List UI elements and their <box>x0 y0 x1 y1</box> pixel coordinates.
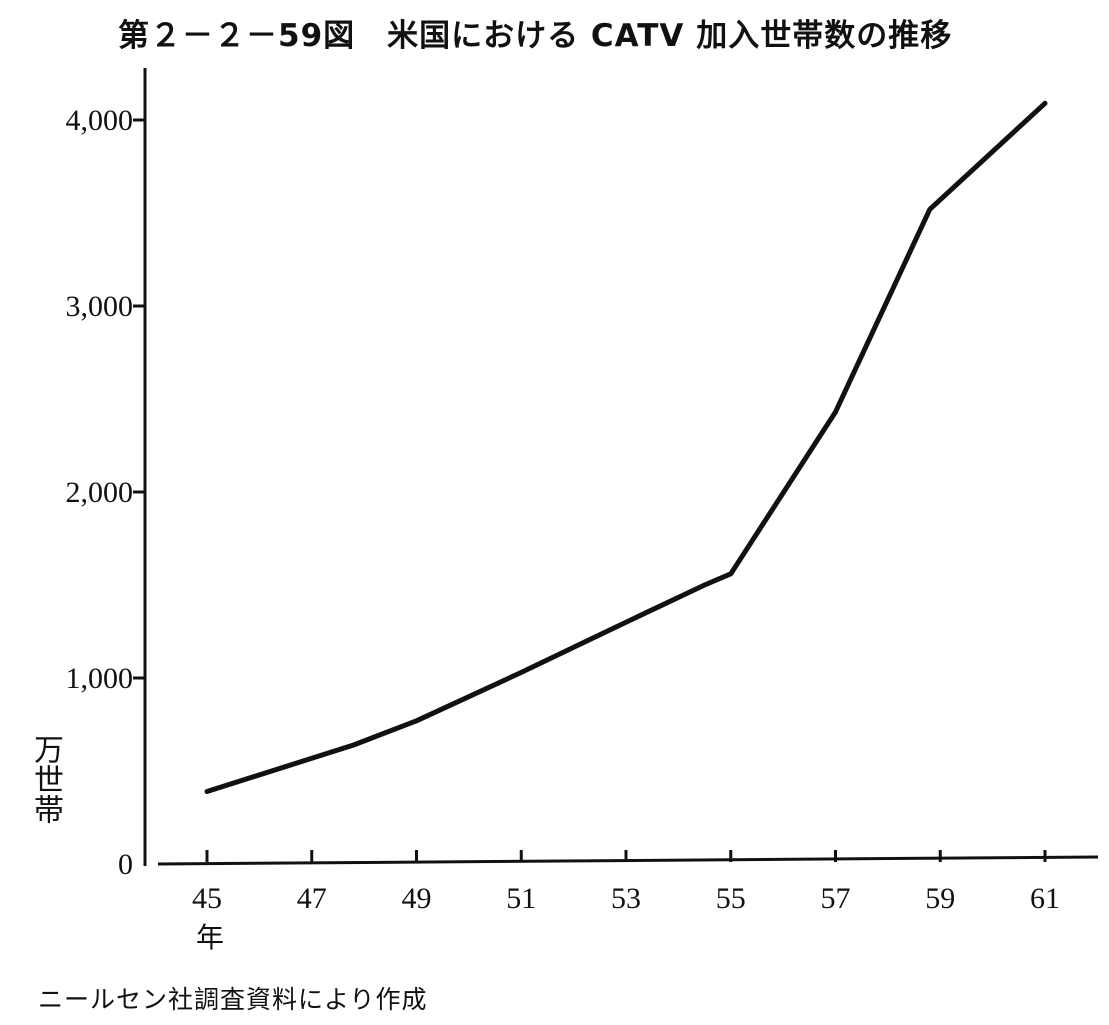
x-tick-label: 57 <box>821 882 851 915</box>
y-unit-label: 万世帯 <box>28 734 63 824</box>
x-tick-label: 61 <box>1030 882 1060 915</box>
x-tick-label: 51 <box>506 882 536 915</box>
y-tick-label: 0 <box>118 848 133 881</box>
x-axis-line <box>157 855 1099 866</box>
x-tick-label: 59 <box>925 882 955 915</box>
y-tick-label: 3,000 <box>66 290 134 323</box>
plot-area: 0 1,000 2,000 3,000 4,000 45 47 49 51 53 55 57 59 61… <box>66 68 1099 954</box>
y-axis-ticks <box>133 118 145 680</box>
x-tick-label: 53 <box>611 882 641 915</box>
x-unit-label: 年 <box>196 921 224 954</box>
y-axis-tick-labels: 0 1,000 2,000 3,000 4,000 <box>66 104 134 881</box>
chart-title: 第２－２－59図 米国における CATV 加入世帯数の推移 <box>118 18 953 54</box>
x-axis-ticks <box>205 850 1047 862</box>
x-tick-label: 49 <box>402 882 432 915</box>
x-tick-label: 55 <box>716 882 746 915</box>
source-note: ニールセン社調査資料により作成 <box>38 985 428 1014</box>
y-tick-label: 2,000 <box>66 476 134 509</box>
y-tick-label: 1,000 <box>66 662 134 695</box>
x-tick-label: 45 <box>192 882 222 915</box>
x-axis-tick-labels: 45 47 49 51 53 55 57 59 61 <box>192 882 1060 915</box>
y-tick-label: 4,000 <box>66 104 134 137</box>
series-line <box>204 100 1048 794</box>
x-tick-label: 47 <box>297 882 327 915</box>
